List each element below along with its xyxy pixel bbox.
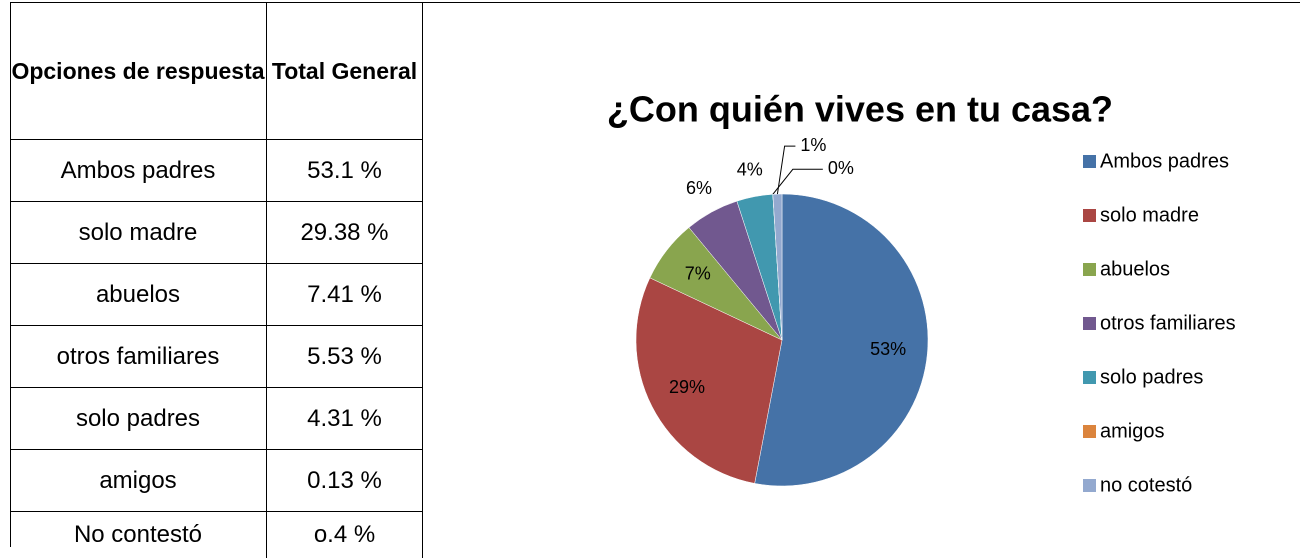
legend-label: solo madre (1100, 204, 1199, 226)
legend-swatch (1083, 479, 1096, 492)
legend-swatch (1083, 425, 1096, 438)
data-label: 6% (686, 178, 712, 198)
data-label: 1% (800, 135, 826, 155)
legend-label: abuelos (1100, 258, 1170, 280)
legend-label: solo padres (1100, 366, 1203, 388)
legend-swatch (1083, 263, 1096, 276)
data-label: 0% (828, 158, 854, 178)
legend-label: Ambos padres (1100, 150, 1229, 172)
data-label: 7% (685, 263, 711, 283)
legend-swatch (1083, 317, 1096, 330)
data-label: 53% (870, 339, 906, 359)
legend-swatch (1083, 155, 1096, 168)
data-label: 29% (669, 377, 705, 397)
legend-swatch (1083, 209, 1096, 222)
legend-label: no cotestó (1100, 474, 1192, 496)
legend-label: otros familiares (1100, 312, 1236, 334)
chart-title: ¿Con quién vives en tu casa? (607, 89, 1113, 130)
legend-swatch (1083, 371, 1096, 384)
data-label: 4% (737, 160, 763, 180)
legend-label: amigos (1100, 420, 1164, 442)
